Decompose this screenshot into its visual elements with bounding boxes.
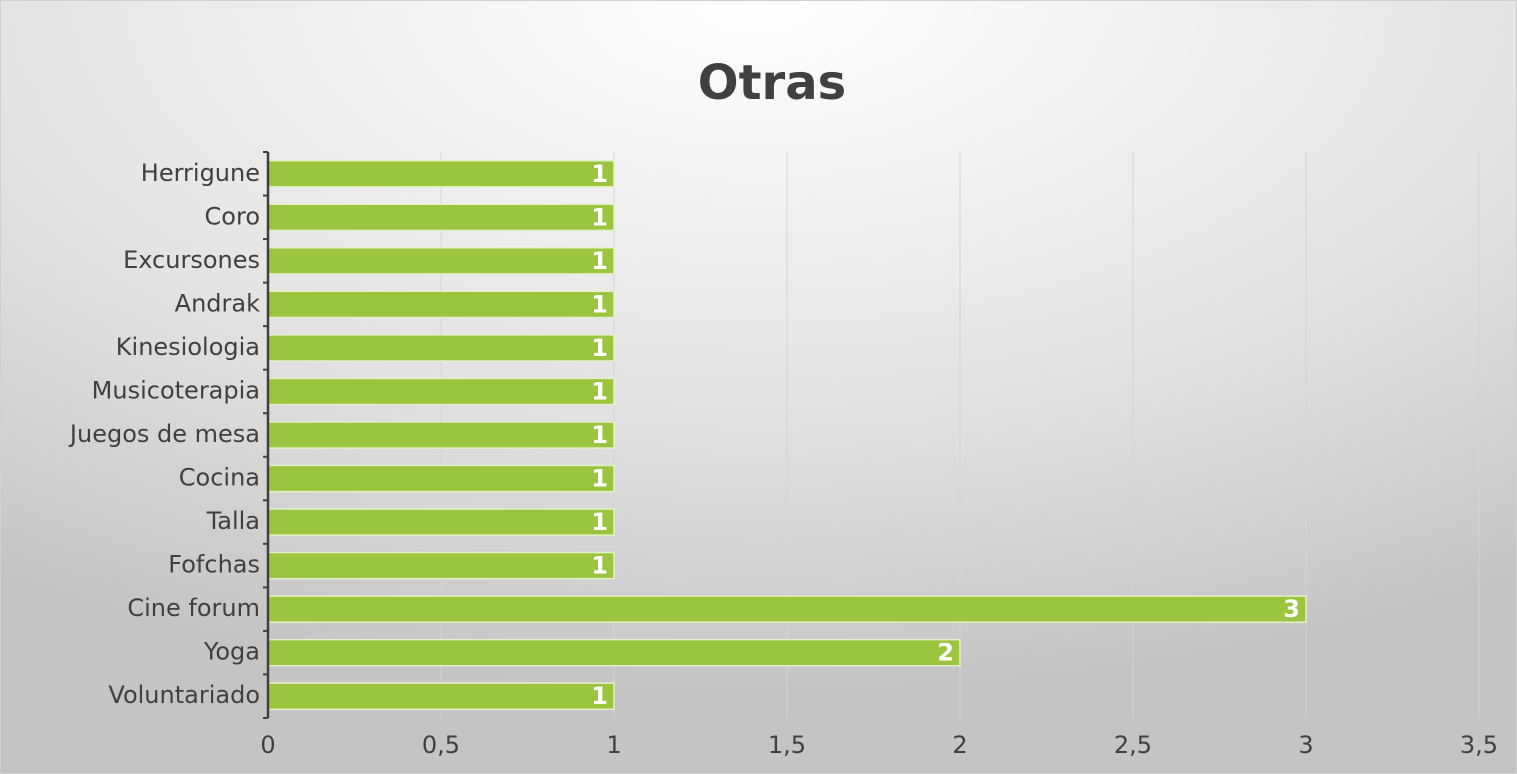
data-label: 1 bbox=[591, 203, 608, 231]
chart-title: Otras bbox=[698, 55, 846, 111]
data-label: 1 bbox=[591, 160, 608, 188]
bar bbox=[267, 464, 615, 493]
data-label: 1 bbox=[591, 377, 608, 405]
bar bbox=[267, 203, 615, 232]
bar bbox=[267, 421, 615, 449]
bar bbox=[267, 159, 615, 188]
y-tick-label: Coro bbox=[205, 202, 260, 230]
data-label: 1 bbox=[591, 552, 608, 580]
data-label: 1 bbox=[591, 682, 608, 710]
x-tick-label: 2,5 bbox=[1114, 731, 1152, 759]
bar bbox=[267, 377, 615, 406]
data-label: 2 bbox=[937, 639, 954, 667]
data-label: 1 bbox=[591, 421, 608, 449]
y-tick-label: Talla bbox=[206, 507, 260, 535]
y-tick-label: Kinesiologia bbox=[116, 333, 260, 361]
bar bbox=[267, 334, 615, 362]
data-label: 1 bbox=[591, 465, 608, 493]
y-tick-label: Andrak bbox=[175, 289, 260, 317]
y-tick-label: Herrigune bbox=[141, 159, 260, 187]
x-tick-label: 1 bbox=[606, 731, 621, 759]
data-label: 1 bbox=[591, 247, 608, 275]
y-tick-label: Excursones bbox=[123, 246, 260, 274]
x-tick-label: 3 bbox=[1298, 731, 1313, 759]
bar bbox=[267, 551, 615, 580]
data-label: 1 bbox=[591, 290, 608, 318]
x-tick-label: 0 bbox=[260, 731, 275, 759]
x-tick-label: 1,5 bbox=[768, 731, 806, 759]
x-tick-label: 3,5 bbox=[1460, 731, 1498, 759]
y-tick-label: Voluntariado bbox=[108, 681, 260, 709]
bar bbox=[267, 595, 1307, 623]
bar bbox=[267, 508, 615, 536]
y-tick-label: Cocina bbox=[179, 464, 260, 492]
data-label: 1 bbox=[591, 508, 608, 536]
bar bbox=[267, 290, 615, 319]
bar bbox=[267, 682, 615, 711]
x-tick-label: 2 bbox=[952, 731, 967, 759]
y-tick-label: Juegos de mesa bbox=[68, 420, 260, 448]
x-tick-label: 0,5 bbox=[422, 731, 460, 759]
y-tick-label: Musicoterapia bbox=[92, 376, 260, 404]
bar bbox=[267, 247, 615, 275]
y-tick-label: Fofchas bbox=[168, 551, 260, 579]
data-label: 3 bbox=[1283, 595, 1300, 623]
y-tick-label: Yoga bbox=[203, 638, 260, 666]
bar bbox=[267, 638, 961, 667]
y-tick-label: Cine forum bbox=[127, 594, 260, 622]
data-label: 1 bbox=[591, 334, 608, 362]
